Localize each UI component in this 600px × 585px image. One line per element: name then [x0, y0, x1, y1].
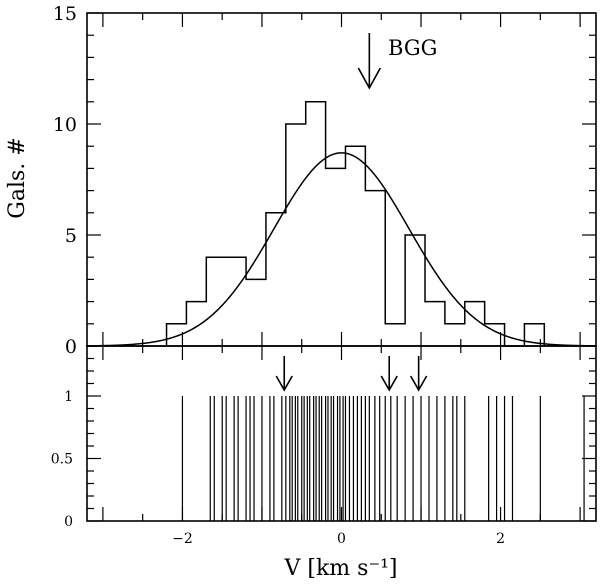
- histogram-bin: [425, 302, 445, 346]
- histogram-bin: [246, 279, 266, 346]
- top-y-tick-label: 5: [65, 225, 77, 247]
- histogram-bin: [306, 102, 326, 346]
- bgg-label: BGG: [388, 36, 437, 60]
- histogram-bin: [186, 302, 206, 346]
- top-y-tick-label: 0: [65, 336, 77, 358]
- velocity-stick-panel: −2 0 2 0 0.5 1: [51, 345, 597, 547]
- bottom-y-tick-label: 0: [64, 514, 73, 530]
- histogram-bin: [385, 324, 405, 346]
- member-arrow-head: [409, 375, 428, 392]
- histogram-bin: [167, 324, 187, 346]
- histogram-bin: [326, 168, 346, 346]
- histogram-panel: 0 5 10 15: [53, 3, 597, 358]
- bottom-x-tick-label: 2: [496, 531, 505, 547]
- histogram-bin: [226, 257, 246, 346]
- top-y-axis-label: Gals. #: [5, 137, 30, 218]
- histogram-steps: [165, 101, 546, 347]
- histogram-bin: [206, 257, 226, 346]
- bottom-y-tick-label: 1: [64, 389, 73, 405]
- bottom-x-tick-label: −2: [172, 531, 193, 547]
- top-y-tick-label: 10: [53, 114, 77, 136]
- member-arrow-head: [275, 375, 293, 392]
- histogram-bin: [286, 124, 306, 346]
- top-y-tick-label: 15: [53, 3, 77, 25]
- histogram-bin: [445, 324, 465, 346]
- histogram-bin: [345, 146, 365, 346]
- gaussian-fit-curve: [86, 152, 597, 347]
- histogram-bin: [266, 213, 286, 346]
- member-arrow-head: [380, 375, 398, 392]
- stick-frame: [86, 345, 597, 522]
- histogram-bin: [365, 191, 385, 346]
- bottom-x-axis-label: V [km s⁻¹]: [284, 556, 398, 581]
- bottom-y-tick-label: 0.5: [51, 452, 73, 468]
- bottom-x-tick-label: 0: [337, 531, 346, 547]
- bgg-arrow-head: [357, 67, 382, 90]
- histogram-frame: [86, 12, 597, 347]
